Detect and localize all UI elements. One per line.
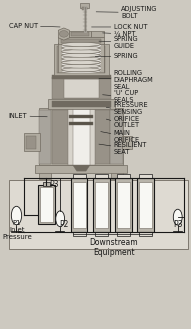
Bar <box>139 232 152 236</box>
Text: PRESSURE
SENSING
ORIFICE: PRESSURE SENSING ORIFICE <box>106 102 148 122</box>
Text: ¼ NPT: ¼ NPT <box>103 31 135 37</box>
Bar <box>71 32 89 36</box>
Bar <box>52 77 111 99</box>
Bar <box>80 3 89 8</box>
Text: LOCK NUT: LOCK NUT <box>91 24 147 30</box>
Ellipse shape <box>62 61 100 64</box>
Polygon shape <box>73 165 90 171</box>
Bar <box>73 106 90 165</box>
Bar <box>52 75 111 79</box>
Ellipse shape <box>59 31 68 37</box>
Text: SPRING: SPRING <box>95 53 138 59</box>
Text: OUTLET: OUTLET <box>106 119 140 128</box>
Bar <box>40 187 53 222</box>
Bar <box>38 185 55 224</box>
Bar <box>111 171 123 179</box>
Bar <box>73 182 86 228</box>
Bar <box>54 44 109 75</box>
Text: RESILIENT
SEAT: RESILIENT SEAT <box>99 142 147 155</box>
Bar <box>69 122 93 125</box>
Bar <box>139 182 152 228</box>
Text: P2: P2 <box>59 220 69 229</box>
Bar <box>69 31 91 37</box>
Bar <box>68 107 95 164</box>
Ellipse shape <box>62 57 100 61</box>
Bar <box>73 232 86 236</box>
Text: P1
Inlet
Pressure: P1 Inlet Pressure <box>2 220 32 240</box>
Bar <box>117 232 130 236</box>
Text: ADJUSTING
BOLT: ADJUSTING BOLT <box>96 6 157 19</box>
Ellipse shape <box>62 46 100 50</box>
Bar <box>91 31 104 37</box>
Bar <box>137 178 154 232</box>
Bar <box>52 101 111 107</box>
Bar <box>64 79 99 98</box>
Bar <box>39 108 123 165</box>
Bar <box>139 174 152 178</box>
Text: SPRING
GUIDE: SPRING GUIDE <box>99 36 138 49</box>
Bar <box>117 174 130 178</box>
Bar <box>95 232 108 236</box>
Bar <box>101 43 104 72</box>
Bar <box>39 110 51 164</box>
Bar <box>117 182 130 228</box>
Bar <box>95 174 108 178</box>
Bar <box>122 136 132 149</box>
Ellipse shape <box>62 53 100 57</box>
Bar <box>71 178 87 232</box>
Circle shape <box>173 209 182 225</box>
Bar <box>73 174 86 178</box>
Bar <box>48 99 115 109</box>
Text: CAP NUT: CAP NUT <box>9 23 60 29</box>
Bar <box>39 171 51 179</box>
Bar <box>24 133 40 151</box>
Ellipse shape <box>62 42 100 46</box>
Bar <box>35 165 127 173</box>
Text: INLET: INLET <box>9 113 47 119</box>
Text: P3: P3 <box>173 220 183 229</box>
Bar <box>43 182 50 186</box>
Bar <box>93 178 110 232</box>
Text: MAIN
ORIFICE: MAIN ORIFICE <box>101 130 140 143</box>
Circle shape <box>11 206 22 225</box>
Bar <box>57 46 105 73</box>
Text: ROLLING
DIAPHRAGM
SEAL: ROLLING DIAPHRAGM SEAL <box>99 70 153 89</box>
Bar <box>95 182 108 228</box>
Bar <box>115 178 132 232</box>
Bar <box>69 115 93 118</box>
Text: 'U' CUP
SEALS: 'U' CUP SEALS <box>103 90 138 103</box>
Bar <box>110 110 123 164</box>
Ellipse shape <box>62 64 100 68</box>
Text: P3: P3 <box>49 180 58 189</box>
Polygon shape <box>58 28 69 40</box>
Bar <box>52 110 110 164</box>
Circle shape <box>56 211 65 227</box>
Bar <box>26 136 36 149</box>
Ellipse shape <box>62 68 100 72</box>
Text: Downstream
Equipment: Downstream Equipment <box>89 238 138 257</box>
Bar <box>61 39 101 43</box>
Bar <box>58 43 62 72</box>
Ellipse shape <box>62 50 100 54</box>
Bar <box>58 37 104 44</box>
Bar <box>10 180 188 249</box>
Bar <box>82 7 87 10</box>
